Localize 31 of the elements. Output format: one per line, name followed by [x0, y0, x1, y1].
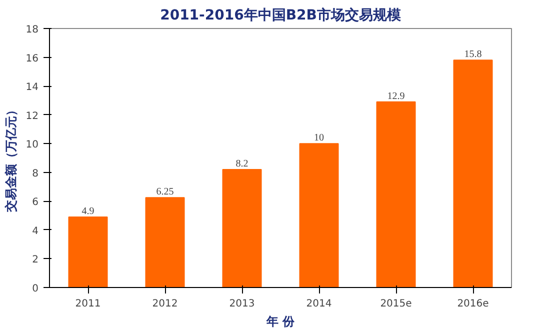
bar	[299, 143, 339, 288]
y-tick-label: 0	[32, 284, 39, 294]
y-tick-label: 8	[32, 168, 39, 180]
y-tick-label: 2	[32, 254, 39, 266]
data-label: 4.9	[82, 206, 94, 217]
bar	[222, 169, 262, 288]
x-tick-label: 2013	[229, 298, 255, 310]
x-tick-label: 2011	[75, 298, 101, 310]
data-label: 6.25	[156, 186, 174, 198]
data-label: 15.8	[464, 49, 482, 60]
y-tick-label: 18	[26, 24, 39, 36]
bar	[145, 197, 185, 288]
x-axis-title: 年 份	[265, 314, 296, 328]
y-tick-label: 14	[26, 82, 39, 94]
x-tick-label: 2014	[306, 298, 332, 310]
x-tick-label: 2012	[152, 298, 178, 310]
y-tick-label: 16	[26, 53, 39, 64]
x-tick-label: 2015e	[380, 298, 412, 310]
data-label: 12.9	[387, 90, 405, 102]
data-label: 8.2	[236, 158, 248, 170]
bar	[453, 60, 493, 288]
bar	[68, 216, 108, 288]
y-tick-label: 10	[26, 140, 39, 151]
chart-title: 2011-2016年中国B2B市场交易规模	[160, 6, 402, 24]
y-tick-label: 4	[32, 226, 39, 237]
bar	[376, 101, 416, 288]
y-tick-label: 12	[26, 110, 39, 122]
y-axis-title: 交易金额（万亿元）	[4, 104, 18, 213]
x-tick-label: 2016e	[457, 298, 489, 310]
data-label: 10	[314, 132, 324, 144]
y-tick-label: 6	[32, 197, 39, 208]
